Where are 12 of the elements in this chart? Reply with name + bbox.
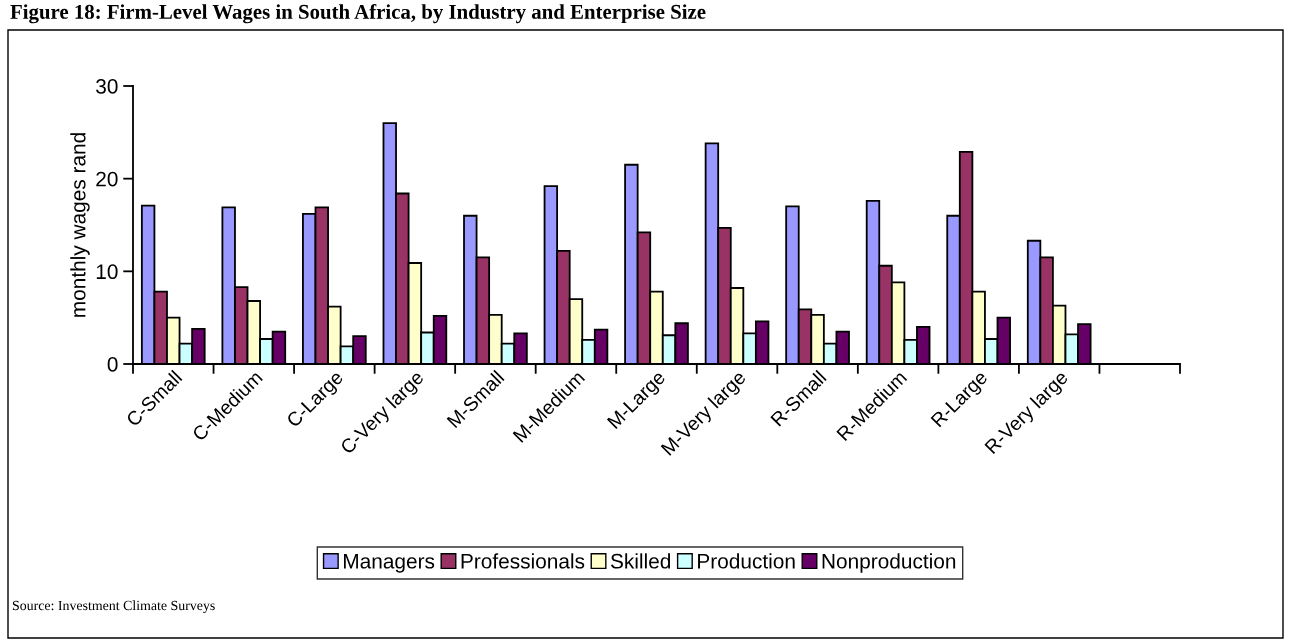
chart-title: Figure 18: Firm-Level Wages in South Africa, by Industry and Enterprise Size: [10, 4, 706, 24]
legend-label: Production: [698, 553, 795, 569]
y-tick-label: 20: [96, 171, 118, 187]
legend-label: Professionals: [461, 553, 585, 569]
y-tick-label: 30: [96, 79, 118, 94]
y-tick-label: 0: [107, 357, 118, 372]
source-note: Source: Investment Climate Surveys: [12, 600, 215, 613]
legend-label: Managers: [344, 554, 435, 573]
y-axis-title: monthly wages rand: [70, 133, 90, 317]
legend-label: Nonproduction: [822, 553, 956, 573]
legend-label: Skilled: [610, 553, 671, 569]
y-tick-label: 10: [96, 264, 118, 280]
